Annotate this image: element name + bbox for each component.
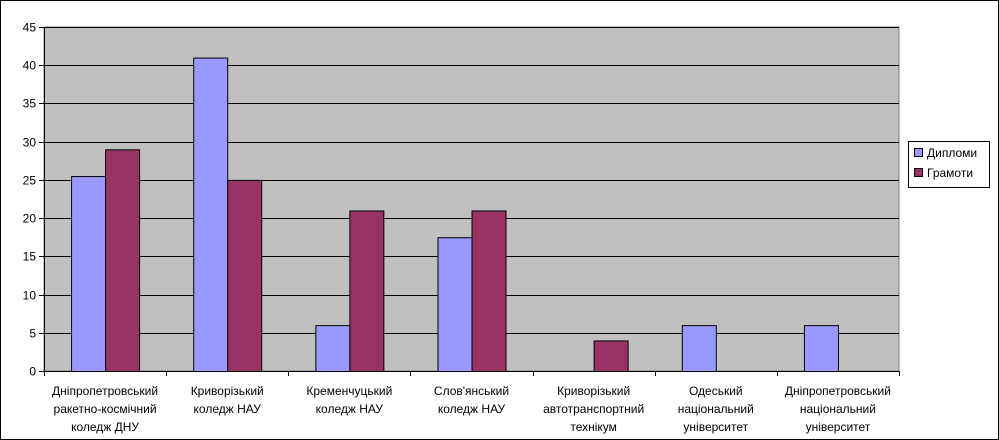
x-tick-label-line: коледж НАУ (194, 402, 262, 416)
y-tick-label: 30 (23, 136, 37, 150)
x-tick-label-line: коледж НАУ (438, 402, 506, 416)
bar-Грамоти (349, 210, 385, 372)
x-tick-label-line: коледж НАУ (316, 402, 384, 416)
y-tick-label: 25 (23, 174, 37, 188)
x-tick-label-line: Криворізький (557, 384, 630, 398)
bar-Дипломи (71, 176, 107, 372)
x-tick-label: Одеський національний університет (678, 384, 754, 434)
y-axis: 0 5 10 15 20 25 30 35 40 45 (23, 21, 45, 379)
x-axis: Дніпропетровський ракетно-космічний коледж… (44, 371, 900, 434)
x-tick-label-line: національний (800, 402, 876, 416)
x-tick-label-line: Дніпропетровський (52, 384, 158, 398)
y-tick-label: 45 (23, 21, 37, 35)
x-tick-label-line: Дніпропетровський (785, 384, 891, 398)
x-tick-label-line: технікум (570, 420, 617, 434)
x-tick-label-line: ракетно-космічний (54, 402, 157, 416)
bar-Дипломи (681, 325, 717, 372)
legend-label: Грамоти (927, 166, 973, 180)
x-tick-label-line: Криворізький (191, 384, 264, 398)
x-tick-label: Слов'янський коледж НАУ (434, 384, 509, 416)
bar-Грамоти (593, 340, 629, 372)
y-tick-label: 10 (23, 289, 37, 303)
bar-Дипломи (193, 57, 229, 372)
y-tick-label: 5 (29, 327, 36, 341)
bar-Дипломи (803, 325, 839, 372)
x-tick-label-line: автотранспортний (543, 402, 644, 416)
bar-Грамоти (105, 149, 141, 372)
bar-Грамоти (227, 179, 263, 372)
legend-swatch-Дипломи (914, 148, 923, 157)
bars (71, 57, 839, 372)
y-tick-label: 40 (23, 59, 37, 73)
x-tick-label-line: Одеський (689, 384, 743, 398)
y-tick-label: 20 (23, 212, 37, 226)
legend-label: Дипломи (927, 146, 977, 160)
x-tick-label: Дніпропетровський національний університет (785, 384, 891, 434)
x-tick-label: Криворізький автотранспортний технікум (543, 384, 644, 434)
y-tick-label: 15 (23, 250, 37, 264)
y-tick-label: 0 (29, 365, 36, 379)
x-tick-label: Дніпропетровський ракетно-космічний коледж… (52, 384, 158, 434)
y-tick-label: 35 (23, 97, 37, 111)
legend: Дипломи Грамоти (908, 141, 990, 188)
x-tick-label-line: Кременчуцький (306, 384, 392, 398)
x-tick-label-line: університет (683, 420, 748, 434)
x-tick-label: Криворізький коледж НАУ (191, 384, 264, 416)
x-tick-label-line: коледж ДНУ (71, 420, 139, 434)
x-tick-label: Кременчуцький коледж НАУ (306, 384, 392, 416)
legend-swatch-Грамоти (914, 168, 923, 177)
bar-Дипломи (437, 237, 473, 372)
bar-Дипломи (315, 325, 351, 372)
x-tick-label-line: університет (806, 420, 871, 434)
bar-Грамоти (471, 210, 507, 372)
x-tick-label-line: Слов'янський (434, 384, 509, 398)
x-tick-label-line: національний (678, 402, 754, 416)
